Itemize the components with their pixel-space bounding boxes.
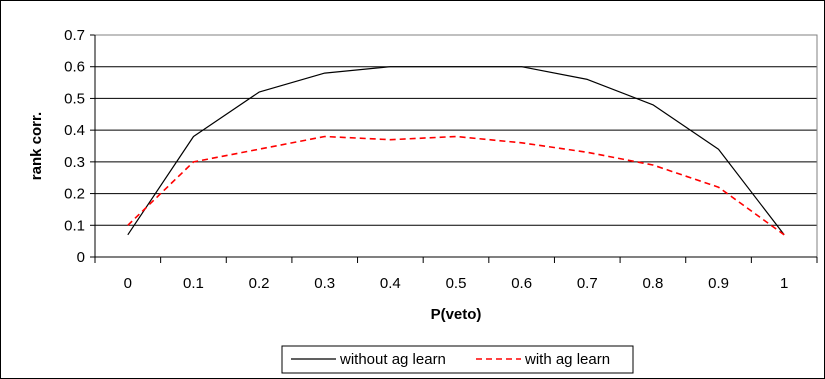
y-tick-label: 0.1 bbox=[64, 217, 85, 234]
y-tick-labels: 0 0.1 0.2 0.3 0.4 0.5 0.6 0.7 bbox=[64, 27, 85, 266]
y-tick-label: 0 bbox=[77, 249, 85, 266]
x-tick-label: 0.5 bbox=[446, 275, 467, 292]
legend: without ag learn with ag learn bbox=[281, 345, 634, 374]
legend-label-without-ag-learn: without ag learn bbox=[339, 351, 446, 368]
legend-label-with-ag-learn: with ag learn bbox=[524, 351, 610, 368]
x-tick-label: 0.2 bbox=[249, 275, 270, 292]
x-tick-label: 0.7 bbox=[577, 275, 598, 292]
y-axis-title: rank corr. bbox=[28, 112, 45, 180]
y-tick-label: 0.5 bbox=[64, 90, 85, 107]
x-tick-label: 0.1 bbox=[183, 275, 204, 292]
x-tick-label: 0.3 bbox=[314, 275, 335, 292]
y-tick-label: 0.4 bbox=[64, 122, 85, 139]
y-tick-label: 0.7 bbox=[64, 27, 85, 44]
y-tick-label: 0.6 bbox=[64, 59, 85, 76]
x-tick-label: 0 bbox=[124, 275, 132, 292]
axes bbox=[94, 35, 818, 263]
x-tick-label: 0.4 bbox=[380, 275, 401, 292]
series-line-without-ag-learn bbox=[127, 66, 785, 236]
series-line-with-ag-learn bbox=[127, 135, 785, 236]
x-tick-label: 0.8 bbox=[642, 275, 663, 292]
x-tick-labels: 0 0.1 0.2 0.3 0.4 0.5 0.6 0.7 0.8 0.9 1 bbox=[124, 275, 789, 292]
x-tick-label: 0.6 bbox=[511, 275, 532, 292]
series-lines bbox=[127, 66, 785, 236]
x-axis-title: P(veto) bbox=[431, 306, 482, 323]
y-tick-label: 0.3 bbox=[64, 154, 85, 171]
x-tick-label: 0.9 bbox=[708, 275, 729, 292]
y-tick-label: 0.2 bbox=[64, 186, 85, 203]
x-tick-label: 1 bbox=[780, 275, 788, 292]
legend-box bbox=[281, 345, 634, 374]
